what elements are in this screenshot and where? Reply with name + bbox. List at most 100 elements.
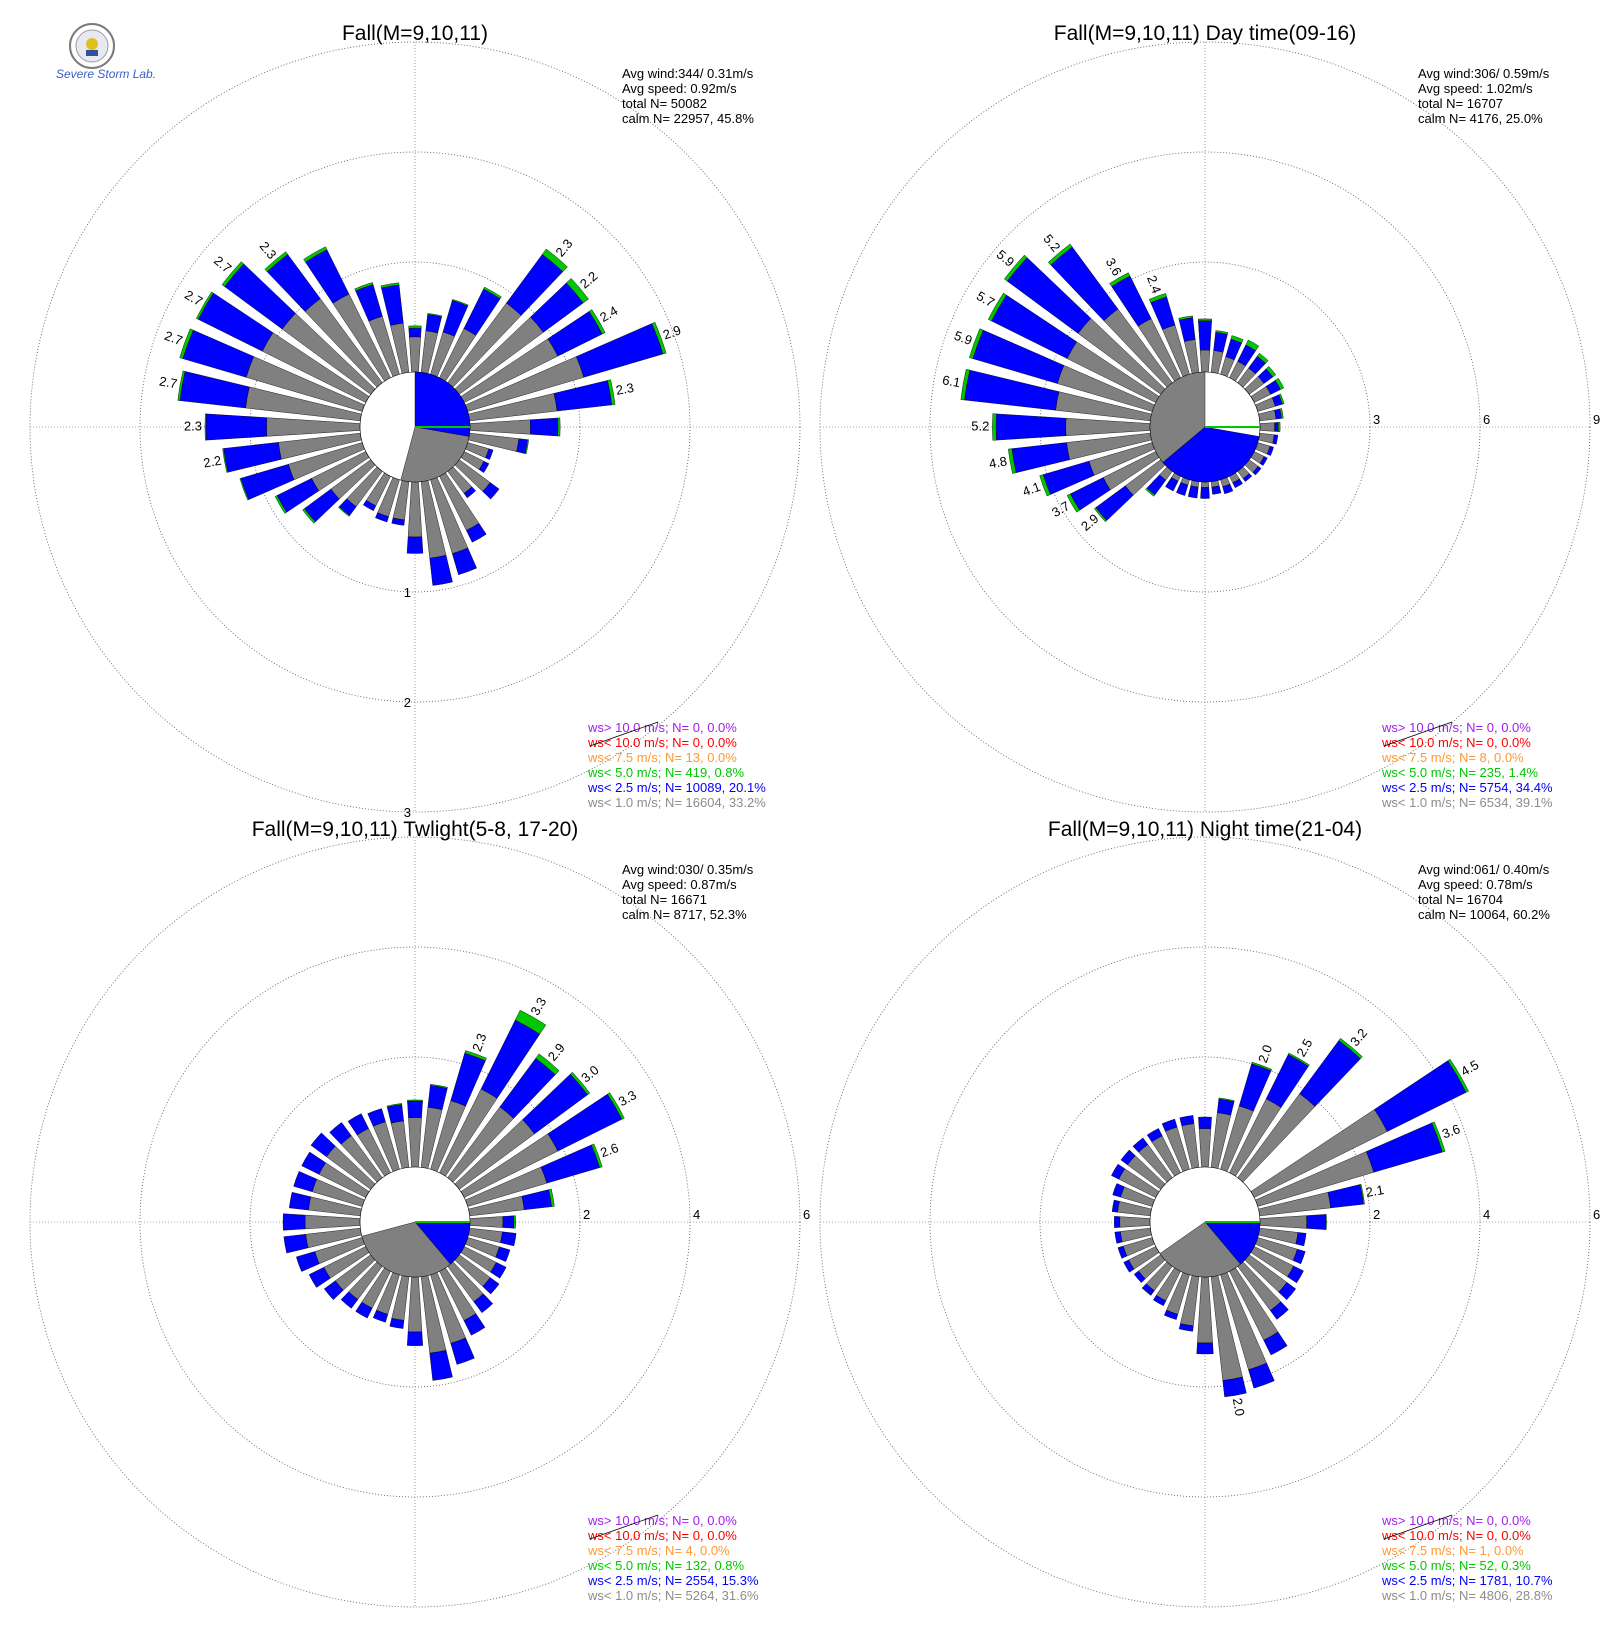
bar-segment-blue xyxy=(347,1113,369,1136)
bar-segment-blue xyxy=(482,482,500,500)
sector-bar xyxy=(469,417,561,437)
bar-segment-blue xyxy=(406,536,424,554)
bar-segment-green xyxy=(591,1143,603,1168)
bar-segment-gray xyxy=(1210,350,1224,374)
legend-entry: ws< 10.0 m/s; N= 0, 0.0% xyxy=(1381,1528,1531,1543)
stat-line: Avg wind:306/ 0.59m/s xyxy=(1418,66,1550,81)
sector-bar xyxy=(1133,1254,1166,1283)
legend-entry: ws< 2.5 m/s; N= 2554, 15.3% xyxy=(587,1573,759,1588)
sector-bar xyxy=(454,1254,500,1295)
bar-segment-green xyxy=(513,1215,516,1229)
bar-segment-blue xyxy=(179,371,250,409)
sector-bar xyxy=(372,1272,400,1323)
bar-segment-green xyxy=(557,417,561,437)
bar-segment-blue xyxy=(1242,473,1253,482)
sector-bar xyxy=(1163,1272,1190,1320)
bar-total-label: 3.7 xyxy=(1049,498,1072,520)
bar-segment-blue xyxy=(1222,483,1234,495)
calm-gray-wedge xyxy=(361,1221,451,1278)
sector-bar xyxy=(389,1275,410,1329)
sector-bar xyxy=(1200,481,1210,499)
sector-bar xyxy=(1178,1275,1200,1332)
bar-segment-green xyxy=(221,261,245,287)
bar-segment-blue xyxy=(1146,1128,1163,1143)
bar-segment-blue xyxy=(1111,1199,1120,1213)
bar-segment-blue xyxy=(1187,485,1199,499)
bar-total-label: 5.2 xyxy=(1040,231,1063,254)
bar-segment-blue xyxy=(1198,320,1212,351)
stat-line: calm N= 4176, 25.0% xyxy=(1418,111,1543,126)
bar-segment-gray xyxy=(1259,422,1275,432)
stat-line: Avg wind:061/ 0.40m/s xyxy=(1418,862,1550,877)
bar-segment-blue xyxy=(1248,1362,1275,1389)
bar-segment-blue xyxy=(1200,487,1210,499)
bar-segment-blue xyxy=(1211,485,1222,495)
bar-segment-gray xyxy=(469,419,531,435)
bar-segment-green xyxy=(274,495,288,514)
bar-segment-green xyxy=(992,413,997,441)
bar-segment-green xyxy=(588,309,606,335)
bar-segment-blue xyxy=(482,1277,500,1295)
bar-segment-green xyxy=(354,282,374,292)
bar-segment-blue xyxy=(310,1132,336,1157)
bar-segment-green xyxy=(177,370,186,401)
bar-segment-blue xyxy=(1287,1265,1304,1284)
sector-bar: 2.3 xyxy=(184,413,361,441)
bar-segment-blue xyxy=(490,1262,507,1279)
bar-segment-blue xyxy=(463,486,476,499)
ring-label: 2 xyxy=(1373,1207,1380,1222)
bar-total-label: 2.3 xyxy=(469,1031,489,1053)
stat-line: total N= 50082 xyxy=(622,96,707,111)
sector-bar xyxy=(1210,480,1222,495)
ring-label: 3 xyxy=(1373,412,1380,427)
bar-segment-blue xyxy=(1306,1214,1327,1230)
bar-segment-blue xyxy=(408,327,422,338)
bar-segment-green xyxy=(1148,293,1167,303)
legend-strike xyxy=(1383,721,1453,747)
bar-total-label: 2.5 xyxy=(1293,1036,1315,1059)
bar-segment-green xyxy=(303,246,328,263)
bar-segment-green xyxy=(607,1092,625,1120)
sector-bar: 2.0 xyxy=(1220,1043,1275,1172)
sector-bar xyxy=(468,1188,555,1217)
bar-segment-green xyxy=(1004,254,1028,282)
bar-total-label: 2.6 xyxy=(598,1140,620,1160)
bar-segment-green xyxy=(1230,335,1244,344)
sector-bar: 2.3 xyxy=(430,1031,489,1172)
sector-bar xyxy=(302,459,376,524)
bar-segment-blue xyxy=(372,1309,389,1323)
sector-bar xyxy=(380,282,410,374)
sector-bar xyxy=(468,1227,517,1247)
bar-segment-blue xyxy=(289,1192,311,1211)
bar-segment-blue xyxy=(340,1291,359,1309)
bar-segment-blue xyxy=(1217,1098,1235,1116)
sector-bar xyxy=(1198,1116,1212,1168)
sector-bar: 5.2 xyxy=(971,413,1151,441)
bar-segment-green xyxy=(1447,1058,1469,1093)
sector-bar xyxy=(420,313,443,374)
bar-total-label: 2.9 xyxy=(545,1040,568,1063)
bar-segment-blue xyxy=(1292,1248,1306,1265)
legend-entry: ws< 1.0 m/s; N= 16604, 33.2% xyxy=(587,795,766,810)
bar-segment-green xyxy=(1256,352,1269,364)
bar-total-label: 4.1 xyxy=(1020,479,1042,499)
stat-line: calm N= 22957, 45.8% xyxy=(622,111,754,126)
bar-segment-blue xyxy=(1213,332,1228,353)
bar-segment-green xyxy=(1325,1214,1327,1230)
sector-bar xyxy=(408,325,422,373)
bar-segment-blue xyxy=(502,1215,515,1229)
bar-segment-gray xyxy=(1198,1128,1212,1168)
legend-entry: ws< 5.0 m/s; N= 419, 0.8% xyxy=(587,765,745,780)
sector-bar xyxy=(282,1213,361,1231)
bar-segment-blue xyxy=(1270,1301,1289,1320)
chart-title: Fall(M=9,10,11) Day time(09-16) xyxy=(1054,22,1356,45)
stat-line: Avg speed: 0.87m/s xyxy=(622,877,737,892)
sector-bar xyxy=(1229,1267,1288,1356)
sector-bar xyxy=(1210,1097,1235,1169)
sector-bar: 2.9 xyxy=(465,321,683,412)
stat-line: Avg wind:030/ 0.35m/s xyxy=(622,862,754,877)
bar-segment-green xyxy=(222,448,229,473)
bar-segment-blue xyxy=(1179,1115,1195,1127)
sector-bar: 2.3 xyxy=(447,236,576,388)
calm-blue-wedge xyxy=(1162,426,1260,483)
